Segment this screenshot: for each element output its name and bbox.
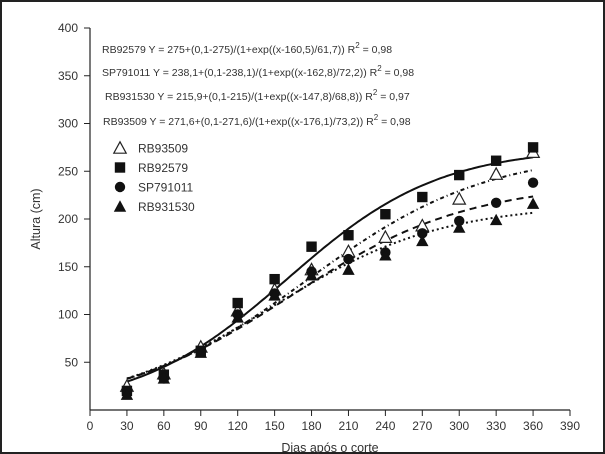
- y-tick-label: 400: [58, 21, 78, 35]
- y-tick-label: 350: [58, 69, 78, 83]
- data-point-rb931530: [416, 234, 429, 247]
- y-tick-label: 100: [58, 308, 78, 322]
- data-point-rb93509: [378, 229, 393, 243]
- data-point-rb931530: [489, 213, 503, 226]
- equation-rb931530: RB931530 Y = 215,9+(0,1-215)/(1+exp((x-1…: [105, 88, 410, 103]
- legend-marker-rb931530: [113, 200, 127, 212]
- data-point-rb92579: [417, 191, 428, 203]
- data-point-rb92579: [343, 230, 354, 241]
- data-point-rb931530: [194, 346, 207, 358]
- fit-curve-rb92579: [126, 156, 534, 383]
- data-point-rb92579: [527, 142, 539, 153]
- x-tick-label: 0: [87, 419, 94, 433]
- x-tick-label: 390: [560, 419, 580, 433]
- legend: RB93509 RB92579 SP791011 RB931530: [112, 140, 195, 214]
- x-tick-label: 60: [157, 419, 171, 433]
- data-point-sp791011: [454, 215, 465, 227]
- legend-marker-rb93509: [112, 140, 128, 154]
- x-tick-label: 210: [338, 419, 358, 433]
- data-point-sp791011: [527, 177, 539, 188]
- data-point-sp791011: [343, 253, 354, 265]
- data-point-rb931530: [157, 372, 171, 384]
- data-point-sp791011: [490, 197, 502, 208]
- data-point-rb92579: [232, 297, 243, 309]
- data-point-rb931530: [120, 388, 134, 400]
- data-point-rb931530: [305, 269, 318, 281]
- data-point-rb93509: [488, 166, 504, 180]
- legend-marker-sp791011: [114, 181, 126, 193]
- data-point-rb931530: [342, 263, 355, 275]
- x-tick-label: 30: [120, 419, 134, 433]
- fit-curve-rb931530: [126, 211, 534, 380]
- legend-label-rb931530: RB931530: [138, 200, 195, 214]
- x-tick-label: 150: [265, 419, 285, 433]
- data-point-rb92579: [269, 273, 280, 285]
- equation-sp791011: SP791011 Y = 238,1+(0,1-238,1)/(1+exp((x…: [102, 64, 414, 79]
- y-tick-label: 300: [58, 117, 78, 131]
- data-point-rb92579: [380, 209, 391, 220]
- data-point-rb92579: [490, 155, 502, 166]
- x-tick-label: 240: [375, 419, 395, 433]
- x-tick-label: 330: [486, 419, 506, 433]
- data-point-rb931530: [453, 221, 466, 233]
- x-tick-label: 360: [523, 419, 543, 433]
- x-tick-label: 300: [449, 419, 469, 433]
- x-tick-label: 90: [194, 419, 208, 433]
- data-point-rb931530: [379, 249, 392, 261]
- data-point-rb92579: [306, 241, 317, 252]
- legend-label-sp791011: SP791011: [138, 181, 193, 195]
- y-tick-label: 150: [58, 260, 78, 274]
- fit-curve-rb93509: [126, 169, 534, 380]
- fit-curve-sp791011: [126, 195, 534, 380]
- x-tick-label: 180: [302, 419, 322, 433]
- data-point-rb931530: [231, 311, 244, 323]
- data-point-rb93509: [452, 191, 467, 205]
- legend-label-rb92579: RB92579: [138, 161, 188, 175]
- equation-rb93509: RB93509 Y = 271,6+(0,1-271,6)/(1+exp((x-…: [103, 113, 411, 128]
- plot-area: 0 30 60 90 120 150 180 210 240 270 300 330 360 390 50 1…: [58, 21, 580, 433]
- x-axis-label: Dias após o corte: [281, 441, 378, 454]
- data-point-rb92579: [454, 169, 465, 181]
- data-point-rb931530: [526, 197, 540, 209]
- data-point-rb931530: [268, 289, 281, 301]
- equation-rb92579: RB92579 Y = 275+(0,1-275)/(1+exp((x-160,…: [102, 41, 392, 56]
- x-tick-label: 120: [228, 419, 248, 433]
- equations-block: RB92579 Y = 275+(0,1-275)/(1+exp((x-160,…: [102, 41, 414, 128]
- y-tick-label: 200: [58, 212, 78, 226]
- x-tick-label: 270: [412, 419, 432, 433]
- y-tick-label: 50: [65, 355, 79, 369]
- data-point-sp791011: [417, 228, 428, 239]
- y-tick-label: 250: [58, 164, 78, 178]
- legend-marker-rb92579: [114, 162, 126, 173]
- legend-label-rb93509: RB93509: [138, 142, 188, 156]
- y-axis-label: Altura (cm): [29, 188, 43, 249]
